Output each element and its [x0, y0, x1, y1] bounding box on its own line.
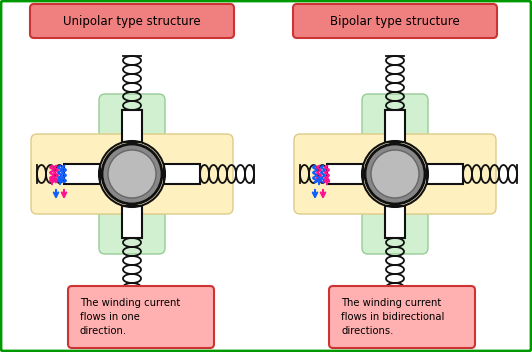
FancyBboxPatch shape	[31, 134, 233, 214]
FancyBboxPatch shape	[68, 286, 214, 348]
Bar	[385, 110, 405, 142]
FancyBboxPatch shape	[329, 286, 475, 348]
Text: The winding current
flows in bidirectional
directions.: The winding current flows in bidirection…	[341, 298, 444, 336]
Text: Bipolar type structure: Bipolar type structure	[330, 14, 460, 27]
Circle shape	[102, 144, 162, 204]
FancyBboxPatch shape	[294, 134, 496, 214]
FancyBboxPatch shape	[30, 4, 234, 38]
Text: The winding current
flows in one
direction.: The winding current flows in one directi…	[80, 298, 180, 336]
Circle shape	[371, 150, 419, 198]
Bar	[385, 206, 405, 238]
FancyBboxPatch shape	[362, 94, 428, 254]
FancyBboxPatch shape	[293, 4, 497, 38]
Circle shape	[108, 150, 156, 198]
Bar	[64, 164, 100, 184]
Bar	[427, 164, 463, 184]
Bar	[164, 164, 200, 184]
Bar	[122, 110, 142, 142]
Text: Unipolar type structure: Unipolar type structure	[63, 14, 201, 27]
FancyBboxPatch shape	[99, 94, 165, 254]
Circle shape	[365, 144, 425, 204]
Bar	[122, 206, 142, 238]
Bar	[327, 164, 363, 184]
